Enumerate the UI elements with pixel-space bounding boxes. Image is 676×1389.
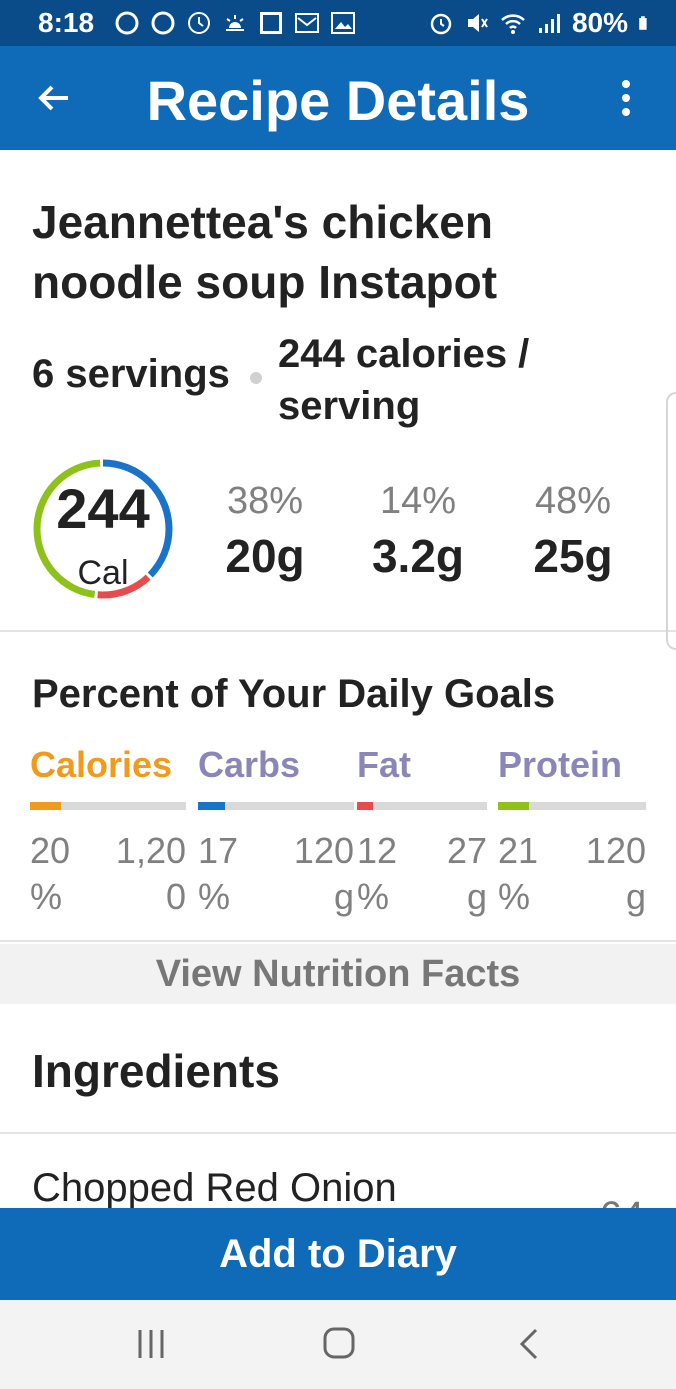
signal-icon	[538, 14, 560, 33]
calories-per-serving: 244 calories / serving	[278, 332, 530, 428]
daily-goals-title: Percent of Your Daily Goals	[32, 672, 556, 716]
recipe-title: Jeannettea's chicken noodle soup Instapo…	[32, 196, 498, 308]
goal-carbs-target: 120 g	[293, 830, 354, 917]
macro-protein-percent: 48%	[534, 480, 612, 522]
goal-protein-bar	[498, 802, 646, 810]
arrow-left-icon[interactable]	[32, 76, 76, 120]
macro-fat: 14% 3.2g	[343, 480, 493, 583]
mute-icon	[467, 14, 488, 32]
goal-fat-bar	[357, 802, 487, 810]
system-nav-bar	[0, 1300, 676, 1389]
page-title: Recipe Details	[146, 69, 530, 132]
back-icon[interactable]	[510, 1326, 550, 1362]
more-vert-icon[interactable]	[616, 76, 636, 120]
scroll-handle[interactable]	[666, 392, 676, 650]
view-nutrition-facts-button[interactable]: View Nutrition Facts	[0, 944, 676, 1004]
macro-protein: 48% 25g	[498, 480, 648, 583]
clock-icon	[188, 12, 211, 34]
goal-protein-values: 21 % 120 g	[498, 828, 646, 918]
macro-carbs-percent: 38%	[226, 480, 304, 522]
add-to-diary-button[interactable]: Add to Diary	[0, 1208, 676, 1300]
goal-carbs-percent: 17 %	[198, 830, 239, 917]
ring-segment-fat	[33, 459, 173, 599]
app-bar: Recipe Details	[0, 46, 676, 150]
goal-protein-percent: 21 %	[498, 830, 539, 917]
goal-carbs-bar	[198, 802, 354, 810]
circle-icon	[115, 11, 139, 35]
status-right: 80%	[428, 7, 654, 39]
goal-carbs-fill	[198, 802, 225, 810]
servings-count[interactable]: 6 servings	[32, 352, 230, 396]
macro-fat-percent: 14%	[379, 480, 457, 522]
goal-calories-values: 20 % 1,20 0	[30, 828, 186, 918]
goal-protein: Protein 21 % 120 g	[498, 744, 646, 918]
goal-fat-fill	[357, 802, 373, 810]
ring-calorie-unit: Cal	[77, 554, 129, 592]
goal-carbs-label: Carbs	[198, 744, 301, 785]
status-left: 8:18	[38, 7, 356, 39]
goal-calories: Calories 20 % 1,20 0	[30, 744, 186, 918]
ingredient-name: Chopped Red Onion	[32, 1166, 397, 1208]
macro-carbs-grams: 20g	[225, 530, 305, 582]
goal-fat-percent: 12 %	[357, 830, 398, 917]
goal-fat-target: 27 g	[446, 830, 487, 917]
goal-carbs-values: 17 % 120 g	[198, 828, 354, 918]
battery-percent: 80%	[571, 7, 628, 38]
image-icon	[331, 12, 356, 34]
goal-calories-bar	[30, 802, 186, 810]
ring-segment-carbs	[33, 459, 173, 599]
ingredients-title: Ingredients	[32, 1045, 280, 1097]
weather-channel-icon	[260, 12, 283, 34]
goal-protein-fill	[498, 802, 530, 810]
goal-calories-fill	[30, 802, 62, 810]
home-icon[interactable]	[318, 1326, 358, 1362]
circle-icon	[151, 11, 175, 35]
goal-calories-percent: 20 %	[30, 830, 71, 917]
recipe-summary-card: Jeannettea's chicken noodle soup Instapo…	[0, 150, 676, 632]
email-icon	[295, 13, 320, 33]
goal-protein-label: Protein	[498, 744, 623, 785]
battery-icon	[639, 16, 647, 30]
macro-fat-grams: 3.2g	[371, 530, 465, 582]
weather-sun-icon	[226, 15, 245, 31]
macro-protein-grams: 25g	[533, 530, 613, 582]
goal-carbs: Carbs 17 % 120 g	[198, 744, 354, 918]
goal-fat-label: Fat	[357, 744, 411, 785]
macro-carbs: 38% 20g	[190, 480, 340, 583]
status-time: 8:18	[38, 7, 95, 38]
goal-protein-target: 120 g	[585, 830, 646, 917]
recent-apps-icon[interactable]	[132, 1326, 172, 1362]
ingredients-section-header: Ingredients	[0, 1004, 676, 1134]
ring-calorie-value: 244	[56, 477, 150, 540]
ingredient-item[interactable]: Chopped Red Onion 64	[0, 1136, 676, 1208]
goal-calories-target: 1,20 0	[115, 830, 186, 917]
ring-segment-protein	[33, 459, 173, 599]
alarm-icon	[430, 13, 452, 35]
separator-dot	[250, 372, 262, 384]
goal-calories-label: Calories	[30, 744, 173, 785]
ingredient-calories: 64	[600, 1194, 645, 1208]
daily-goals-section: Percent of Your Daily Goals Calories 20 …	[0, 632, 676, 942]
calorie-ring-chart	[33, 459, 173, 599]
goal-fat: Fat 12 % 27 g	[357, 744, 487, 918]
goal-fat-values: 12 % 27 g	[357, 828, 487, 918]
wifi-icon	[501, 14, 525, 34]
status-bar: 8:18 80%	[0, 0, 676, 46]
